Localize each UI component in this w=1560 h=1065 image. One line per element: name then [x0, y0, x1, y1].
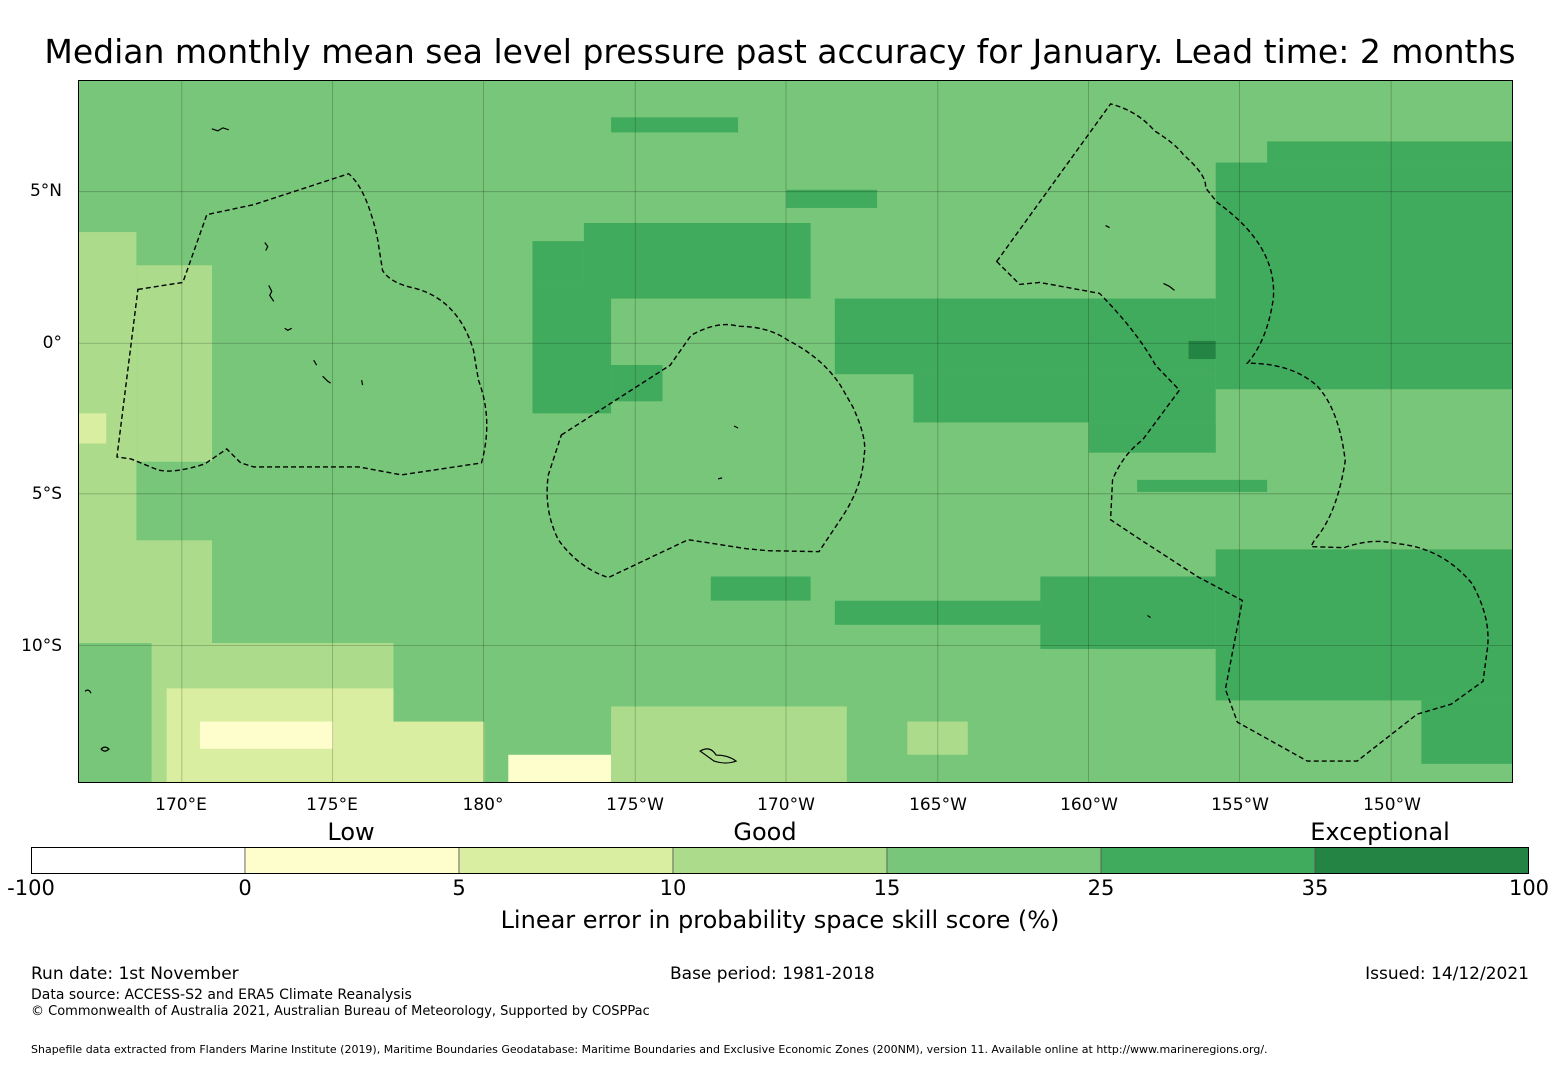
island: [284, 327, 292, 331]
skill-cell: [1215, 162, 1512, 390]
skill-cell: [1421, 700, 1512, 764]
skill-cell: [1137, 479, 1268, 492]
issued-date: Issued: 14/12/2021: [1365, 964, 1529, 984]
island: [84, 689, 92, 694]
skill-cell: [393, 721, 485, 782]
skill-cell: [913, 374, 1216, 423]
copyright-notice: © Commonwealth of Australia 2021, Austra…: [31, 1004, 650, 1019]
skill-cell: [1188, 340, 1216, 360]
y-tick-label: 10°S: [21, 636, 62, 656]
island: [100, 746, 110, 752]
x-tick-label: 170°W: [757, 795, 815, 815]
y-tick-label: 0°: [42, 333, 62, 353]
eez-boundary-marshall-west: [116, 172, 488, 476]
map-plot: [78, 80, 1513, 783]
eez-boundaries: [116, 103, 1489, 762]
x-tick-label: 160°W: [1060, 795, 1118, 815]
skill-cell: [786, 189, 878, 208]
colorbar-segment: [1100, 847, 1316, 874]
skill-cell: [1267, 141, 1512, 163]
island: [313, 359, 318, 366]
colorbar-segments: [31, 847, 1529, 874]
x-tick-label: 180°: [462, 795, 504, 815]
skill-cell: [1215, 549, 1512, 701]
skill-cell: [79, 413, 107, 444]
skill-cell: [79, 540, 213, 643]
colorbar-tick: 35: [1301, 876, 1329, 900]
island: [1147, 614, 1151, 618]
skill-grid: [79, 81, 1512, 782]
colorbar: [31, 847, 1529, 874]
x-tick-label: 150°W: [1363, 795, 1421, 815]
island: [361, 380, 364, 386]
skill-cell: [1040, 576, 1216, 649]
island: [264, 242, 269, 251]
skill-cell: [907, 721, 968, 755]
skill-cell: [583, 222, 811, 299]
category-exceptional: Exceptional: [1310, 818, 1450, 846]
skill-cell: [611, 117, 739, 133]
island: [268, 285, 275, 302]
skill-cell: [1088, 422, 1216, 453]
colorbar-tick: 0: [238, 876, 252, 900]
y-tick-label: 5°N: [29, 181, 62, 201]
colorbar-tick: 15: [873, 876, 901, 900]
y-tick-label: 5°S: [31, 484, 62, 504]
islands: [84, 127, 1175, 764]
run-date: Run date: 1st November: [31, 964, 239, 984]
colorbar-segment: [244, 847, 460, 874]
skill-cell: [710, 576, 811, 601]
colorbar-tick: -100: [7, 876, 55, 900]
colorbar-tick: 25: [1087, 876, 1115, 900]
x-tick-label: 175°E: [306, 795, 358, 815]
island: [1163, 282, 1175, 291]
x-tick-label: 165°W: [909, 795, 967, 815]
data-source: Data source: ACCESS-S2 and ERA5 Climate …: [31, 987, 412, 1003]
eez-boundary-east-ring: [995, 103, 1489, 762]
skill-cell: [611, 364, 663, 402]
colorbar-tick: 100: [1508, 876, 1550, 900]
colorbar-outline: [31, 847, 1529, 874]
skill-cell: [611, 706, 847, 782]
island: [717, 477, 723, 480]
colorbar-segment: [672, 847, 888, 874]
x-tick-label: 175°W: [606, 795, 664, 815]
skill-cell: [532, 283, 612, 414]
colorbar-segment: [1314, 847, 1529, 874]
island: [322, 375, 331, 384]
category-good: Good: [733, 818, 797, 846]
skill-cell: [79, 232, 137, 553]
skill-cell: [834, 600, 1041, 625]
lat-lon-gridlines: [79, 81, 1512, 782]
colorbar-tick: 5: [452, 876, 466, 900]
skill-cell: [834, 298, 1216, 375]
skill-cell: [136, 265, 213, 462]
category-low: Low: [327, 818, 375, 846]
colorbar-segment: [886, 847, 1102, 874]
island: [211, 127, 229, 132]
colorbar-segment: [458, 847, 674, 874]
island: [733, 425, 739, 429]
colorbar-segment: [31, 847, 246, 874]
chart-title: Median monthly mean sea level pressure p…: [44, 32, 1516, 71]
skill-cell: [508, 754, 612, 782]
skill-cell: [532, 241, 584, 284]
base-period: Base period: 1981-2018: [670, 964, 875, 984]
x-tick-label: 170°E: [155, 795, 207, 815]
x-tick-label: 155°W: [1211, 795, 1269, 815]
island: [699, 748, 738, 764]
colorbar-label: Linear error in probability space skill …: [500, 906, 1060, 934]
island: [1105, 225, 1110, 229]
skill-cell: [199, 721, 333, 749]
colorbar-tick: 10: [659, 876, 687, 900]
shapefile-credit: Shapefile data extracted from Flanders M…: [31, 1043, 1268, 1056]
